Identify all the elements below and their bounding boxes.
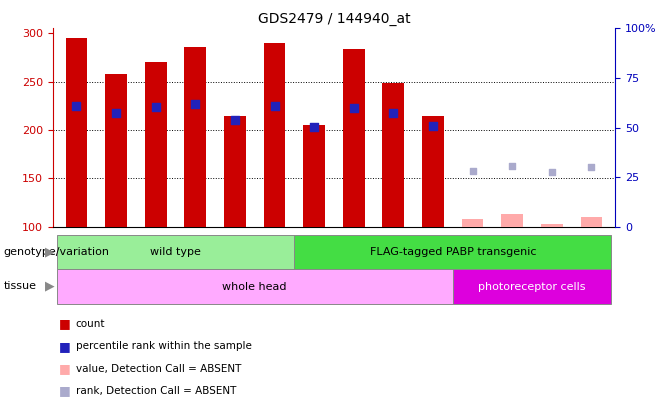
Point — [309, 124, 319, 130]
Bar — [66, 38, 88, 227]
Point — [586, 164, 597, 170]
Point — [467, 167, 478, 174]
Bar — [184, 47, 206, 227]
Text: ▶: ▶ — [45, 245, 54, 258]
Text: count: count — [76, 319, 105, 329]
Bar — [224, 117, 246, 227]
Point — [111, 109, 121, 116]
Bar — [453, 269, 611, 304]
Bar — [57, 269, 453, 304]
Point — [349, 104, 359, 111]
Text: tissue: tissue — [3, 281, 36, 291]
Bar — [105, 74, 127, 227]
Title: GDS2479 / 144940_at: GDS2479 / 144940_at — [258, 12, 410, 26]
Point — [547, 168, 557, 175]
Point — [230, 117, 240, 124]
Text: photoreceptor cells: photoreceptor cells — [478, 281, 586, 292]
Bar — [462, 219, 484, 227]
Point — [388, 109, 399, 116]
Text: ■: ■ — [59, 340, 71, 353]
Bar — [264, 43, 286, 227]
Text: FLAG-tagged PABP transgenic: FLAG-tagged PABP transgenic — [370, 247, 536, 257]
Point — [269, 102, 280, 109]
Bar — [541, 224, 563, 227]
Bar — [294, 235, 611, 269]
Text: wild type: wild type — [150, 247, 201, 257]
Text: whole head: whole head — [222, 281, 287, 292]
Text: genotype/variation: genotype/variation — [3, 247, 109, 257]
Point — [151, 104, 161, 110]
Text: value, Detection Call = ABSENT: value, Detection Call = ABSENT — [76, 364, 241, 373]
Bar — [382, 83, 404, 227]
Point — [190, 100, 201, 107]
Point — [428, 123, 438, 129]
Bar — [343, 49, 365, 227]
Text: ■: ■ — [59, 384, 71, 397]
Text: ■: ■ — [59, 318, 71, 330]
Bar — [145, 62, 166, 227]
Text: percentile rank within the sample: percentile rank within the sample — [76, 341, 251, 351]
Point — [71, 102, 82, 109]
Bar — [580, 217, 602, 227]
Point — [507, 162, 517, 169]
Text: rank, Detection Call = ABSENT: rank, Detection Call = ABSENT — [76, 386, 236, 396]
Text: ■: ■ — [59, 362, 71, 375]
Bar — [303, 125, 325, 227]
Text: ▶: ▶ — [45, 280, 54, 293]
Bar — [422, 117, 444, 227]
Bar — [501, 214, 523, 227]
Bar — [57, 235, 294, 269]
